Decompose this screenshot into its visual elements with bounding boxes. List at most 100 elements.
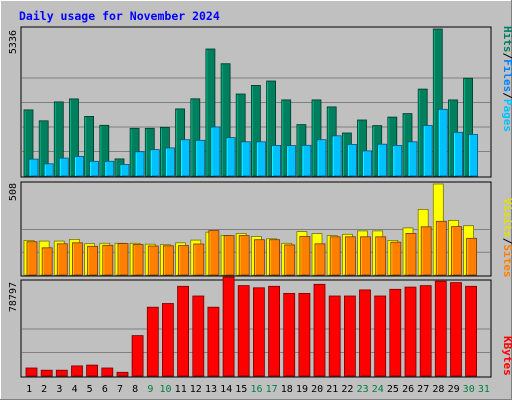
bar-sites-day-8 — [132, 244, 144, 276]
bar-files-day-6 — [104, 160, 115, 177]
bar-sites-day-19 — [299, 236, 311, 276]
legend-kbytes: KBytes — [501, 336, 512, 376]
bar-hits-day-17 — [266, 80, 277, 177]
bar-sites-day-22 — [344, 236, 356, 276]
bar-fill — [255, 141, 266, 177]
bar-fill — [69, 98, 79, 177]
bar-kbytes-day-24 — [374, 295, 387, 377]
bar-kbytes-day-21 — [328, 295, 341, 377]
bar-kbytes-day-29 — [450, 282, 462, 377]
bar-kbytes-day-8 — [131, 335, 144, 377]
bar-sites-day-26 — [405, 232, 417, 276]
bar-kbytes-day-11 — [177, 285, 190, 377]
bar-fill — [271, 144, 282, 177]
bar-files-day-28 — [437, 108, 448, 177]
x-label-day-18: 18 — [281, 384, 293, 395]
bar-kbytes-day-20 — [313, 283, 326, 377]
legend-files: Files — [501, 59, 512, 92]
bar-hits-day-18 — [281, 99, 292, 177]
bar-fill — [223, 235, 235, 276]
bar-files-day-4 — [74, 155, 84, 177]
bar-fill — [43, 163, 54, 177]
bar-fill — [390, 241, 402, 276]
bar-files-day-12 — [195, 139, 206, 177]
bar-sites-day-11 — [178, 245, 190, 276]
bar-fill — [190, 98, 201, 177]
bar-files-day-24 — [377, 143, 388, 177]
top-panel-max-label: 5336 — [8, 30, 19, 54]
bar-files-day-19 — [301, 144, 312, 177]
bar-fill — [58, 157, 69, 177]
x-label-day-28: 28 — [432, 384, 444, 395]
bar-files-day-18 — [286, 145, 297, 177]
legend-separator-3: / — [501, 238, 512, 245]
bar-fill — [235, 93, 246, 177]
bar-fill — [301, 144, 312, 177]
bar-fill — [407, 141, 418, 177]
bar-fill — [268, 285, 281, 377]
bar-fill — [419, 285, 432, 377]
bar-fill — [225, 137, 236, 177]
x-label-day-29: 29 — [448, 384, 460, 395]
bar-kbytes-day-28 — [434, 280, 447, 377]
bar-fill — [389, 288, 402, 377]
bar-sites-day-3 — [56, 243, 68, 276]
bar-files-day-8 — [134, 151, 145, 177]
bar-fill — [40, 369, 53, 377]
bar-hits-day-15 — [235, 93, 246, 177]
bar-fill — [283, 292, 296, 377]
bar-fill — [192, 295, 205, 377]
x-label-day-30: 30 — [463, 384, 475, 395]
bar-fill — [99, 124, 110, 177]
bar-fill — [72, 242, 83, 276]
bar-sites-day-18 — [284, 244, 296, 276]
bar-fill — [240, 141, 251, 177]
bar-fill — [164, 147, 175, 177]
bar-fill — [360, 236, 371, 276]
bar-fill — [343, 295, 356, 377]
bar-sites-day-5 — [87, 245, 98, 276]
x-label-day-25: 25 — [387, 384, 399, 395]
bar-files-day-9 — [149, 149, 160, 177]
bar-fill — [238, 235, 250, 276]
bar-files-day-3 — [58, 157, 69, 177]
bar-fill — [284, 244, 296, 276]
bar-sites-day-16 — [253, 239, 265, 276]
bar-fill — [102, 244, 114, 276]
bar-fill — [26, 241, 38, 276]
bar-fill — [468, 134, 479, 177]
bar-files-day-22 — [346, 143, 357, 177]
bar-sites-day-1 — [26, 241, 38, 276]
legend-pages: Pages — [501, 99, 512, 132]
bar-fill — [207, 306, 220, 377]
bar-sites-day-7 — [117, 243, 129, 276]
bar-fill — [252, 287, 265, 377]
bar-fill — [210, 126, 221, 177]
x-label-day-26: 26 — [402, 384, 414, 395]
bar-fill — [86, 364, 98, 377]
x-label-day-24: 24 — [372, 384, 384, 395]
bar-fill — [220, 63, 231, 177]
bar-fill — [195, 139, 206, 177]
bar-fill — [250, 85, 261, 177]
bar-kbytes-day-27 — [419, 285, 432, 377]
bar-fill — [193, 243, 205, 276]
bar-fill — [465, 285, 478, 377]
bot-panel-legend: KBytes — [501, 336, 512, 376]
bar-fill — [117, 243, 129, 276]
bar-fill — [177, 285, 190, 377]
bar-fill — [84, 116, 94, 177]
bar-fill — [266, 80, 277, 177]
bar-sites-day-12 — [193, 243, 205, 276]
chart-title: Daily usage for November 2024 — [19, 9, 220, 23]
bar-files-day-25 — [392, 144, 403, 177]
bar-kbytes-day-23 — [359, 289, 371, 377]
bar-hits-day-6 — [99, 124, 110, 177]
bar-fill — [149, 149, 160, 177]
bar-files-day-14 — [225, 137, 236, 177]
bar-fill — [392, 144, 403, 177]
x-label-day-21: 21 — [326, 384, 338, 395]
bar-kbytes-day-25 — [389, 288, 402, 377]
bar-hits-day-4 — [69, 98, 79, 177]
bar-fill — [316, 139, 327, 177]
